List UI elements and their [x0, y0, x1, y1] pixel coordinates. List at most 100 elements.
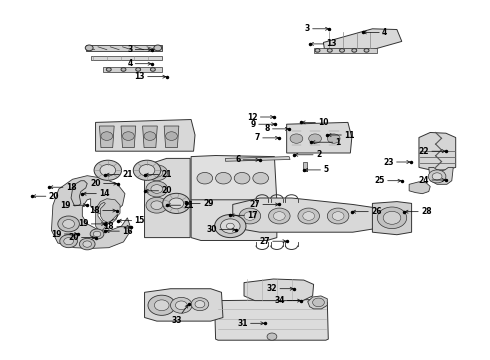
Text: 20: 20: [146, 186, 172, 195]
Circle shape: [136, 68, 141, 71]
Circle shape: [166, 132, 177, 140]
Circle shape: [298, 208, 319, 224]
Text: 21: 21: [146, 170, 172, 179]
Circle shape: [150, 68, 155, 71]
Circle shape: [364, 49, 369, 52]
Text: 27: 27: [259, 237, 286, 246]
Circle shape: [273, 212, 285, 220]
Text: 27: 27: [249, 200, 278, 209]
Polygon shape: [429, 167, 453, 184]
Text: 19: 19: [78, 220, 104, 229]
Circle shape: [94, 160, 122, 180]
Bar: [314, 48, 377, 53]
Polygon shape: [372, 202, 412, 235]
Polygon shape: [215, 300, 328, 340]
Bar: [303, 162, 307, 171]
Circle shape: [220, 219, 240, 233]
Circle shape: [313, 298, 324, 307]
Circle shape: [197, 172, 213, 184]
Circle shape: [195, 301, 205, 308]
Text: 7: 7: [255, 134, 278, 143]
Text: 15: 15: [119, 216, 145, 225]
Text: 4: 4: [364, 28, 387, 37]
Circle shape: [327, 49, 332, 52]
Circle shape: [191, 298, 209, 311]
Polygon shape: [145, 289, 223, 321]
Circle shape: [253, 172, 269, 184]
Polygon shape: [308, 296, 327, 309]
Text: 21: 21: [168, 201, 194, 210]
Polygon shape: [96, 199, 120, 232]
Circle shape: [58, 216, 79, 232]
Circle shape: [154, 300, 169, 311]
Circle shape: [85, 45, 93, 51]
Text: 16: 16: [106, 227, 133, 236]
Circle shape: [340, 49, 344, 52]
Text: 25: 25: [374, 176, 401, 185]
Circle shape: [146, 181, 168, 197]
Circle shape: [432, 173, 442, 180]
Circle shape: [146, 197, 168, 213]
Circle shape: [163, 193, 190, 213]
Circle shape: [215, 215, 246, 238]
Polygon shape: [191, 156, 277, 204]
Circle shape: [64, 238, 74, 245]
Bar: [86, 45, 162, 51]
Circle shape: [122, 132, 134, 140]
Circle shape: [428, 170, 446, 183]
Polygon shape: [71, 181, 87, 206]
Text: 10: 10: [302, 118, 329, 127]
Text: 9: 9: [251, 120, 274, 129]
Circle shape: [244, 212, 256, 220]
Text: 4: 4: [127, 59, 151, 68]
Circle shape: [100, 165, 116, 176]
Circle shape: [106, 68, 111, 71]
Text: 13: 13: [311, 40, 337, 49]
Polygon shape: [51, 176, 131, 248]
Circle shape: [63, 220, 74, 228]
Polygon shape: [164, 126, 179, 148]
Polygon shape: [323, 29, 402, 50]
Text: 26: 26: [353, 207, 382, 216]
Polygon shape: [409, 182, 430, 194]
Circle shape: [83, 241, 92, 247]
Polygon shape: [244, 279, 314, 301]
Text: 3: 3: [127, 45, 151, 54]
Circle shape: [154, 45, 162, 51]
Polygon shape: [143, 126, 157, 148]
Polygon shape: [99, 126, 114, 148]
Text: 18: 18: [50, 183, 76, 192]
Text: 19: 19: [51, 230, 77, 239]
Circle shape: [151, 201, 163, 210]
Text: 24: 24: [418, 176, 445, 185]
Text: 21: 21: [106, 170, 133, 179]
Circle shape: [151, 185, 163, 193]
Circle shape: [133, 160, 161, 180]
Text: 18: 18: [89, 206, 116, 215]
Circle shape: [79, 238, 95, 250]
Circle shape: [151, 168, 163, 177]
Circle shape: [148, 295, 175, 315]
Circle shape: [226, 223, 234, 229]
Circle shape: [383, 211, 401, 224]
Circle shape: [290, 134, 303, 143]
Text: 32: 32: [267, 284, 293, 293]
Circle shape: [267, 333, 277, 340]
Circle shape: [234, 172, 250, 184]
Text: 11: 11: [328, 131, 355, 140]
Circle shape: [101, 132, 113, 140]
Circle shape: [309, 134, 321, 143]
Circle shape: [327, 134, 340, 143]
Text: 34: 34: [274, 296, 300, 305]
Text: 6: 6: [235, 156, 259, 164]
Text: 8: 8: [265, 125, 288, 134]
Text: 17: 17: [231, 211, 258, 220]
Text: 22: 22: [418, 147, 445, 156]
Circle shape: [169, 198, 184, 209]
Polygon shape: [145, 158, 190, 238]
Circle shape: [377, 207, 407, 229]
Circle shape: [352, 49, 357, 52]
Circle shape: [171, 297, 192, 313]
Text: 20: 20: [90, 179, 117, 188]
Polygon shape: [233, 198, 382, 232]
